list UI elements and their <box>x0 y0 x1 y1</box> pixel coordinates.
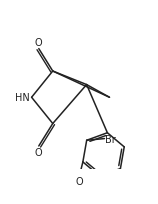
Text: O: O <box>34 38 42 48</box>
Text: O: O <box>34 147 42 157</box>
Text: O: O <box>76 176 83 186</box>
Text: Br: Br <box>105 134 116 144</box>
Text: HN: HN <box>15 93 30 103</box>
